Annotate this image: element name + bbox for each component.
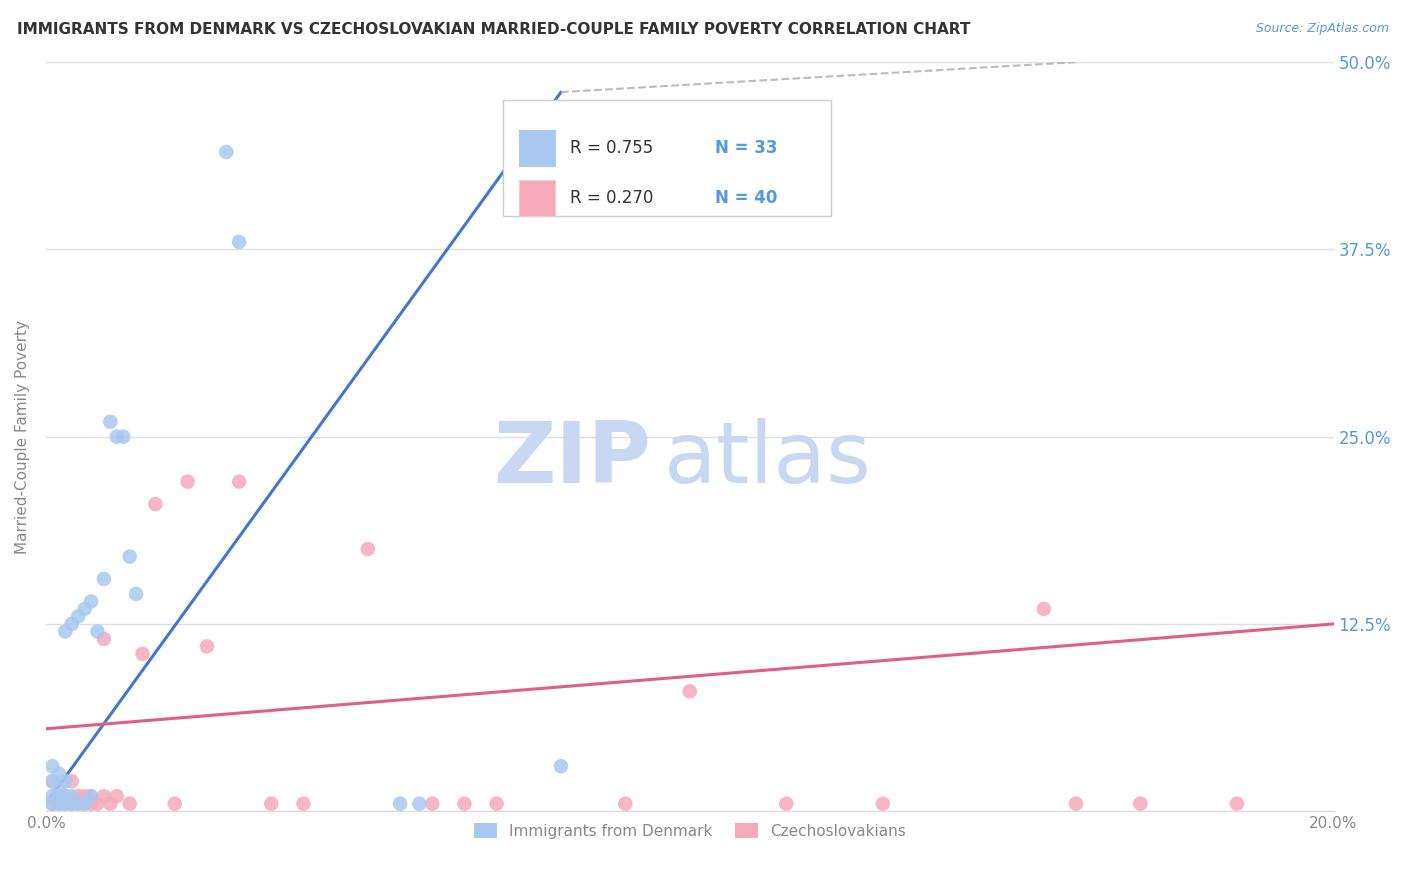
Point bbox=[118, 549, 141, 564]
Point bbox=[60, 774, 83, 789]
Point bbox=[228, 235, 250, 249]
Text: Source: ZipAtlas.com: Source: ZipAtlas.com bbox=[1256, 22, 1389, 36]
Point bbox=[86, 624, 108, 639]
FancyBboxPatch shape bbox=[503, 100, 831, 216]
Point bbox=[1064, 797, 1087, 811]
Point bbox=[48, 797, 70, 811]
Text: N = 33: N = 33 bbox=[716, 139, 778, 157]
Point bbox=[73, 789, 96, 804]
Point bbox=[67, 609, 90, 624]
Point bbox=[41, 789, 63, 804]
Text: R = 0.755: R = 0.755 bbox=[569, 139, 654, 157]
Point bbox=[215, 145, 238, 159]
Point bbox=[53, 797, 76, 811]
Point bbox=[195, 640, 218, 654]
Text: IMMIGRANTS FROM DENMARK VS CZECHOSLOVAKIAN MARRIED-COUPLE FAMILY POVERTY CORRELA: IMMIGRANTS FROM DENMARK VS CZECHOSLOVAKI… bbox=[17, 22, 970, 37]
Point bbox=[118, 797, 141, 811]
Point bbox=[176, 475, 198, 489]
Point bbox=[125, 587, 148, 601]
Point bbox=[53, 797, 76, 811]
Point bbox=[53, 774, 76, 789]
Point bbox=[408, 797, 430, 811]
Point bbox=[775, 797, 797, 811]
Point bbox=[48, 781, 70, 796]
Point bbox=[420, 797, 443, 811]
Point bbox=[41, 797, 63, 811]
Point bbox=[48, 789, 70, 804]
Point bbox=[67, 797, 90, 811]
Legend: Immigrants from Denmark, Czechoslovakians: Immigrants from Denmark, Czechoslovakian… bbox=[467, 817, 912, 845]
Point bbox=[53, 789, 76, 804]
Point bbox=[260, 797, 283, 811]
Point bbox=[67, 797, 90, 811]
Point bbox=[80, 594, 103, 608]
Point bbox=[1129, 797, 1152, 811]
Point bbox=[41, 759, 63, 773]
Point bbox=[1226, 797, 1249, 811]
Point bbox=[453, 797, 475, 811]
Point bbox=[485, 797, 508, 811]
Point bbox=[80, 797, 103, 811]
Point bbox=[60, 797, 83, 811]
Text: R = 0.270: R = 0.270 bbox=[569, 189, 654, 207]
Point bbox=[93, 572, 115, 586]
Point bbox=[53, 789, 76, 804]
Point bbox=[41, 774, 63, 789]
Point bbox=[389, 797, 412, 811]
Point bbox=[105, 430, 128, 444]
Point bbox=[105, 789, 128, 804]
Point bbox=[131, 647, 153, 661]
Point bbox=[67, 789, 90, 804]
Point bbox=[41, 774, 63, 789]
Point bbox=[73, 797, 96, 811]
Point bbox=[550, 759, 572, 773]
Point bbox=[60, 789, 83, 804]
Point bbox=[48, 797, 70, 811]
Point bbox=[679, 684, 702, 698]
Point bbox=[48, 766, 70, 780]
Point bbox=[98, 797, 121, 811]
Text: N = 40: N = 40 bbox=[716, 189, 778, 207]
Point bbox=[163, 797, 186, 811]
Point bbox=[41, 797, 63, 811]
Point bbox=[872, 797, 894, 811]
Y-axis label: Married-Couple Family Poverty: Married-Couple Family Poverty bbox=[15, 319, 30, 554]
Point bbox=[80, 789, 103, 804]
Point bbox=[73, 602, 96, 616]
Point bbox=[53, 624, 76, 639]
Point bbox=[228, 475, 250, 489]
Point bbox=[48, 789, 70, 804]
Point bbox=[60, 616, 83, 631]
Point bbox=[145, 497, 167, 511]
Point bbox=[73, 797, 96, 811]
Point bbox=[80, 789, 103, 804]
Bar bbox=[519, 130, 554, 166]
Point bbox=[112, 430, 135, 444]
Point bbox=[614, 797, 637, 811]
Point bbox=[1032, 602, 1054, 616]
Point bbox=[357, 541, 380, 556]
Point bbox=[86, 797, 108, 811]
Point bbox=[98, 415, 121, 429]
Bar bbox=[519, 180, 554, 216]
Point bbox=[292, 797, 315, 811]
Point bbox=[60, 797, 83, 811]
Point bbox=[93, 632, 115, 646]
Point bbox=[93, 789, 115, 804]
Text: atlas: atlas bbox=[664, 417, 872, 500]
Text: ZIP: ZIP bbox=[494, 417, 651, 500]
